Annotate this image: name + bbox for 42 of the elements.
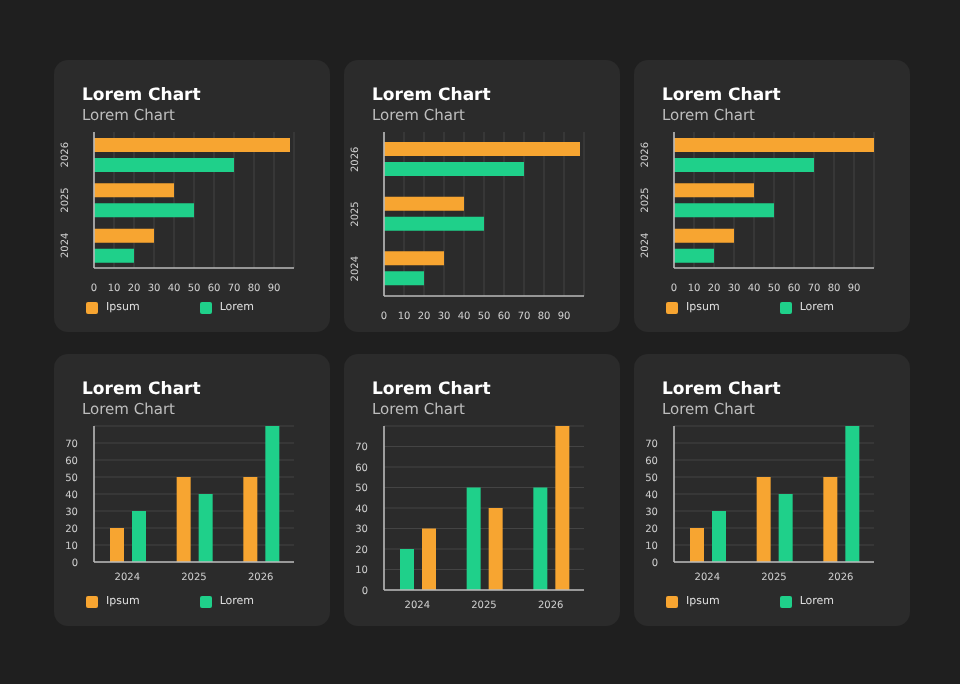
bar	[466, 487, 481, 590]
bar	[94, 183, 174, 198]
bar	[488, 508, 503, 590]
bar	[384, 251, 444, 266]
bar	[176, 477, 191, 562]
chart-title: Lorem Chart	[372, 380, 491, 400]
bar	[384, 216, 484, 231]
bar	[265, 426, 280, 562]
bar	[674, 183, 754, 198]
bar	[384, 142, 580, 156]
bar	[674, 158, 814, 172]
bar	[555, 426, 570, 590]
bar	[94, 228, 154, 243]
chart-title: Lorem Chart	[82, 380, 201, 400]
chart-title: Lorem Chart	[82, 86, 201, 106]
bar	[384, 271, 424, 286]
bar	[690, 528, 704, 562]
bar	[823, 477, 838, 562]
bar	[132, 511, 146, 562]
bar	[674, 228, 734, 243]
bar	[384, 162, 524, 176]
bar	[756, 477, 771, 562]
chart-title: Lorem Chart	[662, 86, 781, 106]
bar	[400, 549, 414, 590]
chart-title: Lorem Chart	[372, 86, 491, 106]
chart-title: Lorem Chart	[662, 380, 781, 400]
bar	[674, 138, 874, 152]
bar	[94, 203, 194, 218]
bar	[110, 528, 124, 562]
bar	[198, 494, 213, 562]
bar	[94, 158, 234, 172]
bar	[533, 487, 548, 590]
bar	[674, 203, 774, 218]
bar	[674, 248, 714, 263]
bar	[94, 248, 134, 263]
bar	[243, 477, 258, 562]
bar	[712, 511, 726, 562]
bar	[422, 528, 436, 590]
bar	[845, 426, 860, 562]
bar	[94, 138, 290, 152]
bar	[778, 494, 793, 562]
bar	[384, 196, 464, 211]
